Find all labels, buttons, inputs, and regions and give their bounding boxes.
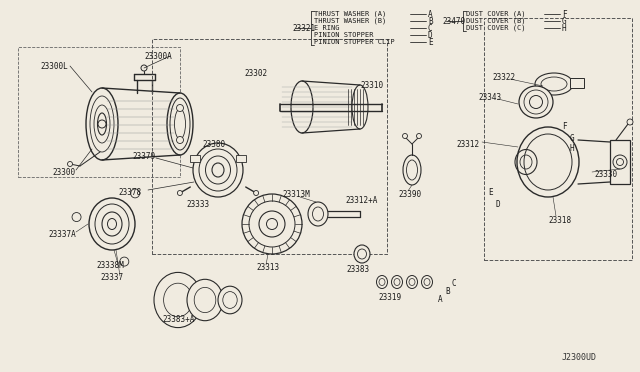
Text: 23302: 23302: [244, 68, 267, 77]
Text: 23318: 23318: [548, 215, 571, 224]
Circle shape: [266, 218, 278, 230]
Text: 23470: 23470: [442, 16, 465, 26]
Text: 23383+A: 23383+A: [162, 315, 195, 324]
Bar: [484, 18, 632, 260]
Text: D: D: [428, 31, 433, 39]
Ellipse shape: [308, 202, 328, 226]
Text: 23313M: 23313M: [282, 189, 310, 199]
Text: C: C: [428, 23, 433, 32]
Text: 23312: 23312: [456, 140, 479, 148]
Text: PINION STOPPER CLIP: PINION STOPPER CLIP: [314, 39, 395, 45]
Ellipse shape: [218, 286, 242, 314]
Circle shape: [98, 120, 106, 128]
Ellipse shape: [519, 86, 553, 118]
Circle shape: [120, 257, 129, 266]
Text: 23319: 23319: [378, 292, 401, 301]
Text: G: G: [562, 16, 566, 26]
Text: B: B: [445, 288, 450, 296]
Circle shape: [242, 194, 302, 254]
Text: D: D: [496, 199, 500, 208]
Circle shape: [177, 105, 184, 112]
Text: G: G: [570, 134, 575, 142]
Circle shape: [627, 119, 633, 125]
Ellipse shape: [422, 276, 433, 289]
Text: 23322: 23322: [492, 73, 515, 81]
Circle shape: [72, 212, 81, 222]
Ellipse shape: [86, 88, 118, 160]
Circle shape: [141, 65, 147, 71]
Text: PINION STOPPER: PINION STOPPER: [314, 32, 374, 38]
Text: THRUST WASHER (A): THRUST WASHER (A): [314, 11, 387, 17]
Circle shape: [253, 190, 259, 196]
Text: 23300A: 23300A: [144, 51, 172, 61]
Ellipse shape: [403, 155, 421, 185]
Circle shape: [177, 137, 184, 144]
Circle shape: [177, 190, 182, 196]
Text: 23379: 23379: [132, 151, 155, 160]
Ellipse shape: [406, 276, 417, 289]
Text: 23310: 23310: [360, 80, 383, 90]
Text: A: A: [428, 10, 433, 19]
Text: 23321: 23321: [292, 23, 315, 32]
Ellipse shape: [376, 276, 387, 289]
Text: 23312+A: 23312+A: [345, 196, 378, 205]
Ellipse shape: [89, 198, 135, 250]
Text: DUST COVER (B): DUST COVER (B): [466, 18, 525, 24]
Text: 23330: 23330: [594, 170, 617, 179]
Ellipse shape: [354, 245, 370, 263]
Text: C: C: [452, 279, 456, 289]
Text: E: E: [428, 38, 433, 46]
Circle shape: [131, 189, 140, 198]
Ellipse shape: [392, 276, 403, 289]
Bar: [610, 140, 630, 184]
Text: DUST COVER (C): DUST COVER (C): [466, 25, 525, 31]
Ellipse shape: [154, 272, 202, 328]
Text: 23380: 23380: [202, 140, 225, 148]
Text: H: H: [570, 144, 575, 153]
Bar: [190, 155, 200, 162]
Bar: [152, 39, 387, 254]
Ellipse shape: [517, 127, 579, 197]
Circle shape: [67, 161, 72, 167]
Text: 23390: 23390: [398, 189, 421, 199]
Text: B: B: [428, 16, 433, 26]
Text: A: A: [438, 295, 443, 305]
Bar: [236, 155, 246, 162]
Circle shape: [403, 134, 408, 138]
Text: E RING: E RING: [314, 25, 339, 31]
Text: E: E: [488, 187, 493, 196]
Ellipse shape: [167, 93, 193, 155]
Text: DUST COVER (A): DUST COVER (A): [466, 11, 525, 17]
Ellipse shape: [535, 73, 573, 95]
Ellipse shape: [187, 279, 223, 321]
Text: 23337A: 23337A: [48, 230, 76, 238]
Text: THRUST WASHER (B): THRUST WASHER (B): [314, 18, 387, 24]
Circle shape: [613, 155, 627, 169]
Text: 23338M: 23338M: [96, 262, 124, 270]
Ellipse shape: [291, 81, 313, 133]
Text: 23313: 23313: [256, 263, 279, 273]
Bar: [18, 47, 180, 177]
Ellipse shape: [352, 85, 368, 129]
Text: F: F: [562, 10, 566, 19]
Text: J2300UD: J2300UD: [562, 353, 597, 362]
Text: 23333: 23333: [186, 199, 209, 208]
Text: 23378: 23378: [118, 187, 141, 196]
Ellipse shape: [193, 143, 243, 197]
Text: 23343: 23343: [478, 93, 501, 102]
Text: H: H: [562, 23, 566, 32]
Text: F: F: [562, 122, 566, 131]
Text: 23337: 23337: [100, 273, 123, 282]
Text: 23300: 23300: [52, 167, 75, 176]
Text: 23383: 23383: [346, 266, 369, 275]
Circle shape: [417, 134, 422, 138]
Text: 23300L: 23300L: [40, 61, 68, 71]
Bar: [570, 78, 584, 88]
